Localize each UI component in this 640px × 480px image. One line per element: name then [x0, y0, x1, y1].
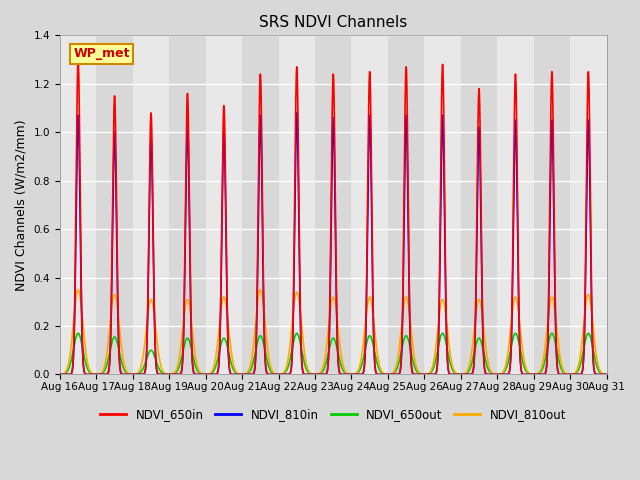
Text: WP_met: WP_met [74, 48, 130, 60]
Y-axis label: NDVI Channels (W/m2/mm): NDVI Channels (W/m2/mm) [15, 119, 28, 291]
Bar [461, 36, 497, 374]
NDVI_650out [56, 372, 64, 377]
Bar [60, 36, 97, 374]
NDVI_810out [380, 371, 387, 376]
Bar [315, 36, 351, 374]
Line: NDVI_650out: NDVI_650out [60, 333, 607, 374]
NDVI_650in [461, 372, 469, 377]
NDVI_650out [490, 372, 498, 377]
NDVI_810in [603, 372, 611, 377]
NDVI_810out [603, 372, 611, 377]
NDVI_650in [380, 372, 387, 377]
NDVI_810in [293, 110, 301, 116]
NDVI_810out [461, 371, 469, 376]
NDVI_650in [254, 230, 262, 236]
NDVI_650in [491, 372, 499, 377]
NDVI_650out [254, 338, 262, 344]
NDVI_650in [603, 372, 611, 377]
Bar [424, 36, 461, 374]
Bar [351, 36, 388, 374]
Bar [534, 36, 570, 374]
Line: NDVI_650in: NDVI_650in [60, 60, 607, 374]
NDVI_810out [403, 296, 411, 302]
NDVI_810out [56, 372, 64, 377]
NDVI_810out [84, 359, 92, 365]
Bar [570, 36, 607, 374]
NDVI_650out [380, 371, 387, 377]
Bar [169, 36, 205, 374]
Title: SRS NDVI Channels: SRS NDVI Channels [259, 15, 407, 30]
Line: NDVI_810out: NDVI_810out [60, 290, 607, 374]
NDVI_810in [56, 372, 64, 377]
Bar [205, 36, 242, 374]
Bar [97, 36, 132, 374]
NDVI_650in [403, 111, 411, 117]
NDVI_810out [254, 298, 262, 304]
NDVI_650out [461, 371, 469, 377]
Bar [388, 36, 424, 374]
NDVI_650out [403, 334, 411, 340]
NDVI_650in [84, 372, 92, 377]
NDVI_650in [74, 57, 82, 62]
NDVI_650in [56, 372, 64, 377]
NDVI_810in [403, 152, 411, 158]
NDVI_810in [461, 372, 469, 377]
NDVI_810out [257, 287, 264, 293]
NDVI_810in [380, 372, 387, 377]
NDVI_650out [548, 330, 556, 336]
NDVI_650out [603, 372, 611, 377]
Bar [242, 36, 278, 374]
NDVI_810in [254, 254, 262, 260]
NDVI_810in [491, 372, 499, 377]
Bar [497, 36, 534, 374]
Legend: NDVI_650in, NDVI_810in, NDVI_650out, NDVI_810out: NDVI_650in, NDVI_810in, NDVI_650out, NDV… [95, 404, 571, 426]
Line: NDVI_810in: NDVI_810in [60, 113, 607, 374]
NDVI_810out [491, 371, 499, 377]
Bar [278, 36, 315, 374]
Bar [132, 36, 169, 374]
NDVI_650out [84, 365, 92, 371]
NDVI_810in [84, 372, 92, 377]
